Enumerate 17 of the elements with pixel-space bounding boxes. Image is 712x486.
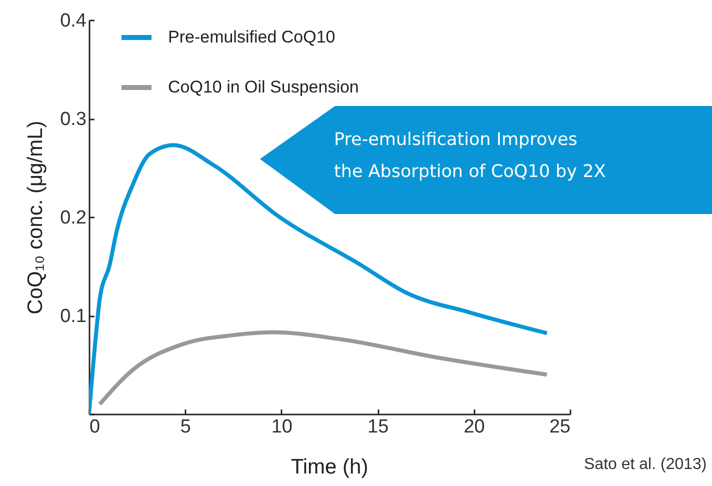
annotation: Pre-emulsification Improves the Absorption of CoQ10 by 2X [334, 129, 606, 184]
x-tick-label: 5 [180, 416, 191, 438]
y-tick-label: 0.3 [60, 109, 86, 130]
x-tick-label: 0 [90, 416, 100, 438]
y-tick-label: 0.2 [60, 208, 86, 228]
line-series [98, 330, 549, 406]
legend-label: CoQ10 in Oil Suspension [168, 78, 359, 96]
x-tick-label: 25 [549, 416, 570, 438]
x-tick-label: 10 [271, 416, 292, 438]
y-tick-label: 0.4 [60, 10, 87, 32]
y-tick-label: 0.1 [60, 306, 86, 327]
text: Sato et al. (2013) [584, 456, 707, 474]
x-axis-title: Time (h) [290, 456, 368, 478]
x-tick-label: 15 [368, 416, 389, 438]
x-tick-label: 20 [464, 416, 485, 438]
y-axis-title: CoQ₁₀ conc. (μg/mL) [24, 120, 48, 314]
legend-label: Pre-emulsified CoQ10 [168, 28, 336, 46]
